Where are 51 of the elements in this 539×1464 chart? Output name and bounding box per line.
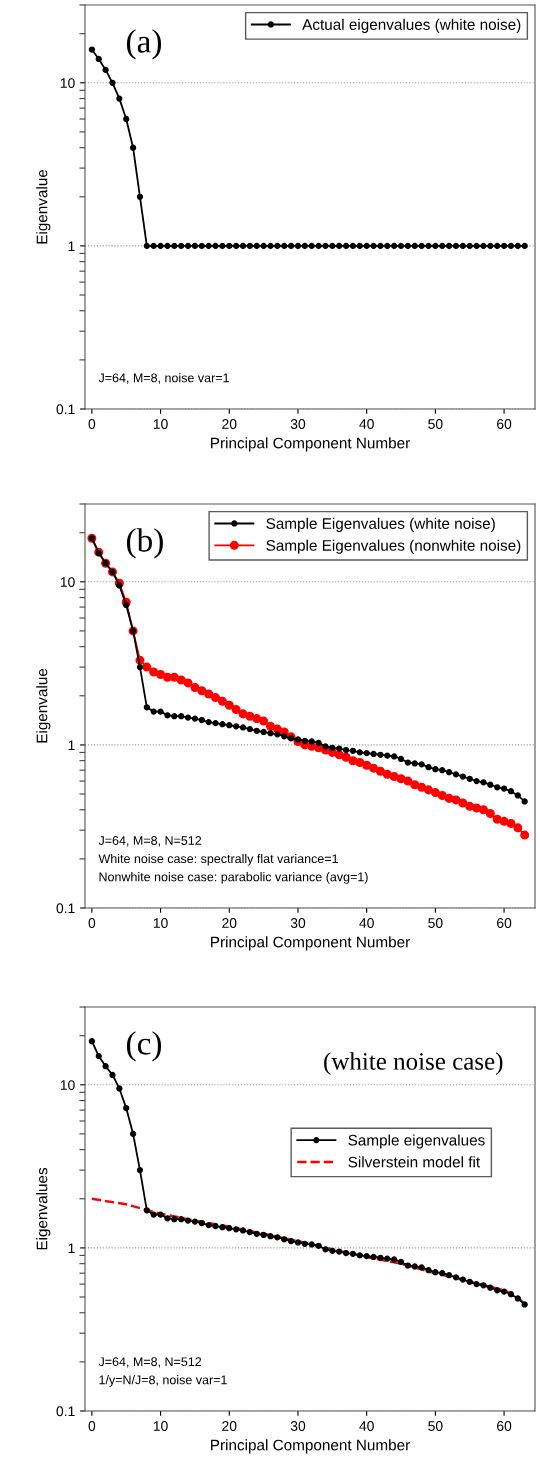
y-tick-label: 1 [68,740,75,750]
annotation: J=64, M=8, noise var=1 [98,373,229,384]
annotation: 1/y=N/J=8, noise var=1 [99,1375,227,1387]
legend-label: Sample eigenvalues [348,1134,485,1149]
annotation: J=64, M=8, N=512 [98,836,202,847]
x-tick-label: 10 [153,918,168,928]
x-tick-label: 10 [153,1421,168,1431]
y-axis-title: Eigenvalues [36,1167,51,1250]
y-tick-label: 0.1 [56,903,75,914]
legend-label: Silverstein model fit [348,1156,481,1168]
text: (b) [126,528,163,559]
x-tick-label: 50 [428,419,443,429]
y-tick-label: 10 [60,78,75,88]
x-tick-label: 20 [222,918,237,928]
text: (c) [126,1031,162,1062]
x-tick-label: 0 [88,1421,96,1431]
y-axis-title: Eigenvalue [36,668,51,743]
y-tick-label: 10 [60,1080,75,1090]
legend-label: Actual eigenvalues (white noise) [302,18,521,33]
x-tick-label: 50 [428,918,443,928]
x-tick-label: 40 [359,419,374,429]
y-tick-label: 1 [68,1243,75,1253]
y-tick-label: 0.1 [56,404,75,415]
x-axis-title: Principal Component Number [211,1439,410,1454]
x-axis-title: Principal Component Number [211,936,410,951]
x-tick-label: 40 [359,918,374,928]
legend-label: Sample Eigenvalues (white noise) [266,517,495,532]
x-tick-label: 0 [88,419,96,429]
annotation: White noise case: spectrally flat variance=1 [98,853,338,866]
x-tick-label: 30 [290,1421,306,1431]
y-axis-title: Eigenvalue [36,169,51,244]
x-tick-label: 0 [88,918,96,928]
x-tick-label: 50 [428,1421,443,1431]
x-tick-label: 60 [497,419,512,429]
y-tick-label: 0.1 [56,1406,75,1417]
x-tick-label: 60 [497,1421,512,1431]
annotation: J=64, M=8, N=512 [98,1357,202,1368]
x-axis-title: Principal Component Number [211,437,410,452]
text: (a) [126,29,162,60]
x-tick-label: 30 [290,918,306,928]
x-tick-label: 20 [222,419,237,429]
x-tick-label: 10 [153,419,168,429]
annotation: Nonwhite noise case: parabolic variance (avg=1) [99,872,368,884]
x-tick-label: 20 [222,1421,237,1431]
y-tick-label: 10 [60,577,75,587]
x-tick-label: 30 [290,419,306,429]
x-tick-label: 40 [359,1421,374,1431]
text: (white noise case) [324,1052,503,1075]
legend-label: Sample Eigenvalues (nonwhite noise) [266,539,521,554]
y-tick-label: 1 [68,241,75,251]
x-tick-label: 60 [497,918,512,928]
